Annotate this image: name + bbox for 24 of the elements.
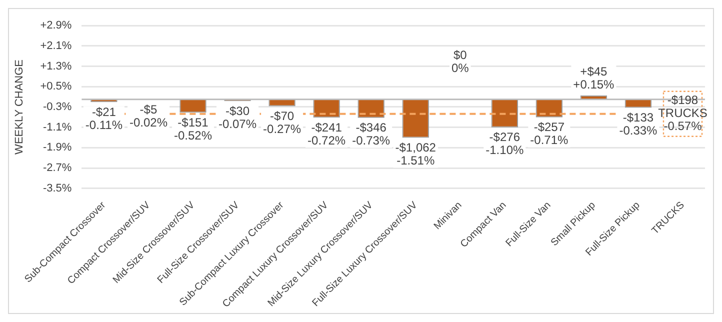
data-label: -$21 -0.11% bbox=[85, 104, 123, 132]
y-tick-label: +2.1% bbox=[40, 40, 72, 52]
data-label: -$70 -0.27% bbox=[263, 109, 302, 136]
data-label: -$30 -0.07% bbox=[218, 104, 257, 131]
y-tick-label: +0.5% bbox=[40, 80, 72, 93]
y-tick-label: -1.1% bbox=[42, 121, 72, 134]
data-label: -$346 -0.73% bbox=[352, 120, 390, 148]
y-tick-label: +1.3% bbox=[40, 60, 72, 72]
y-axis-title: WEEKLY CHANGE bbox=[14, 59, 26, 154]
data-label: -$241 -0.72% bbox=[308, 120, 346, 148]
y-tick-label: +2.9% bbox=[40, 20, 72, 32]
data-label: $0 0% bbox=[451, 48, 470, 76]
y-tick-label: -1.9% bbox=[42, 142, 72, 154]
data-label: -$5 -0.02% bbox=[129, 102, 168, 130]
data-label: -$276 -1.10% bbox=[486, 130, 524, 158]
ref-line-label: -$198 TRUCKS -0.57% bbox=[658, 93, 708, 134]
data-label: -$151 -0.52% bbox=[174, 115, 212, 142]
y-tick-label: -0.3% bbox=[42, 101, 72, 114]
y-tick-label: -2.7% bbox=[42, 162, 72, 174]
data-label: -$1,062 -1.51% bbox=[395, 140, 436, 168]
data-label: +$45 +0.15% bbox=[573, 64, 615, 92]
data-label: -$133 -0.33% bbox=[619, 110, 658, 138]
y-tick-label: -3.5% bbox=[42, 182, 72, 194]
data-label: -$257 -0.71% bbox=[530, 120, 569, 148]
